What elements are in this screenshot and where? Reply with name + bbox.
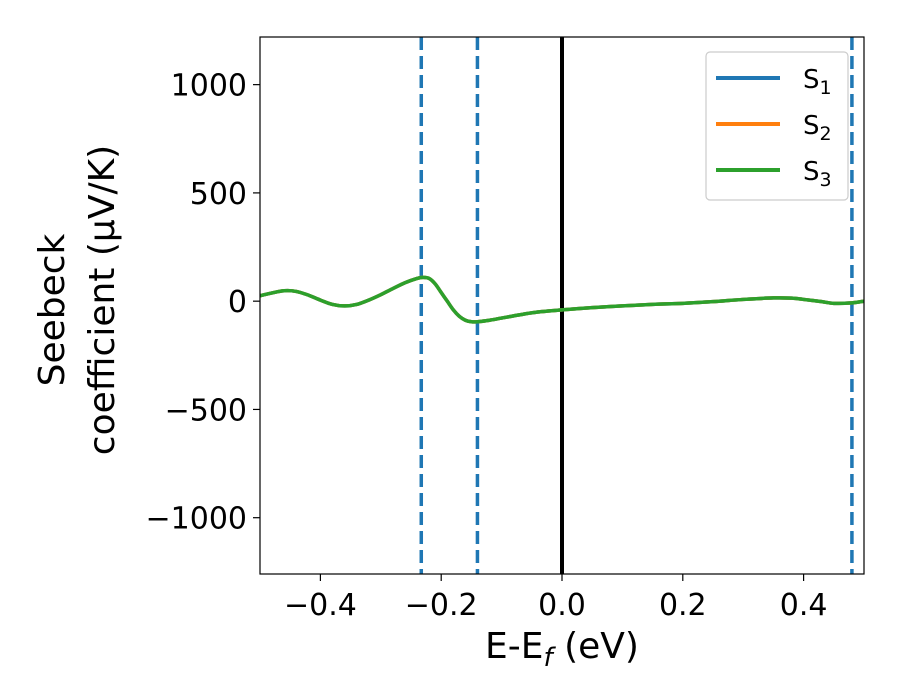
x-axis-label: E-Ef (eV) (485, 626, 639, 673)
y-tick-label: −1000 (146, 502, 247, 537)
y-axis-label: Seebeck coefficient (μV/K) (32, 145, 123, 455)
legend-label-s1: S1 (803, 65, 832, 99)
plot-area (259, 36, 865, 575)
x-tick-label: 0.4 (780, 588, 828, 623)
x-tick-label: 0.0 (538, 588, 586, 623)
y-axis-label-line2: coefficient (μV/K) (82, 145, 123, 455)
y-axis-label-line1: Seebeck (32, 233, 73, 386)
y-tick-label: −500 (165, 393, 247, 428)
x-tick-label: 0.2 (659, 588, 707, 623)
y-tick-label: 500 (190, 177, 247, 212)
y-tick-label: 0 (228, 285, 247, 320)
x-axis-ticks: −0.4 −0.2 0.0 0.2 0.4 (284, 574, 827, 623)
x-tick-label: −0.4 (284, 588, 357, 623)
legend: S1 S2 S3 (705, 51, 849, 201)
series-line-s3 (260, 275, 864, 324)
x-axis-label-unit: (eV) (553, 626, 639, 667)
legend-label-s2: S2 (803, 111, 832, 145)
x-tick-label: −0.2 (405, 588, 478, 623)
plot-content (260, 37, 864, 574)
legend-label-s3: S3 (803, 157, 832, 191)
y-tick-label: 1000 (171, 69, 247, 104)
y-axis-ticks: 1000 500 0 −500 −1000 (146, 69, 260, 537)
